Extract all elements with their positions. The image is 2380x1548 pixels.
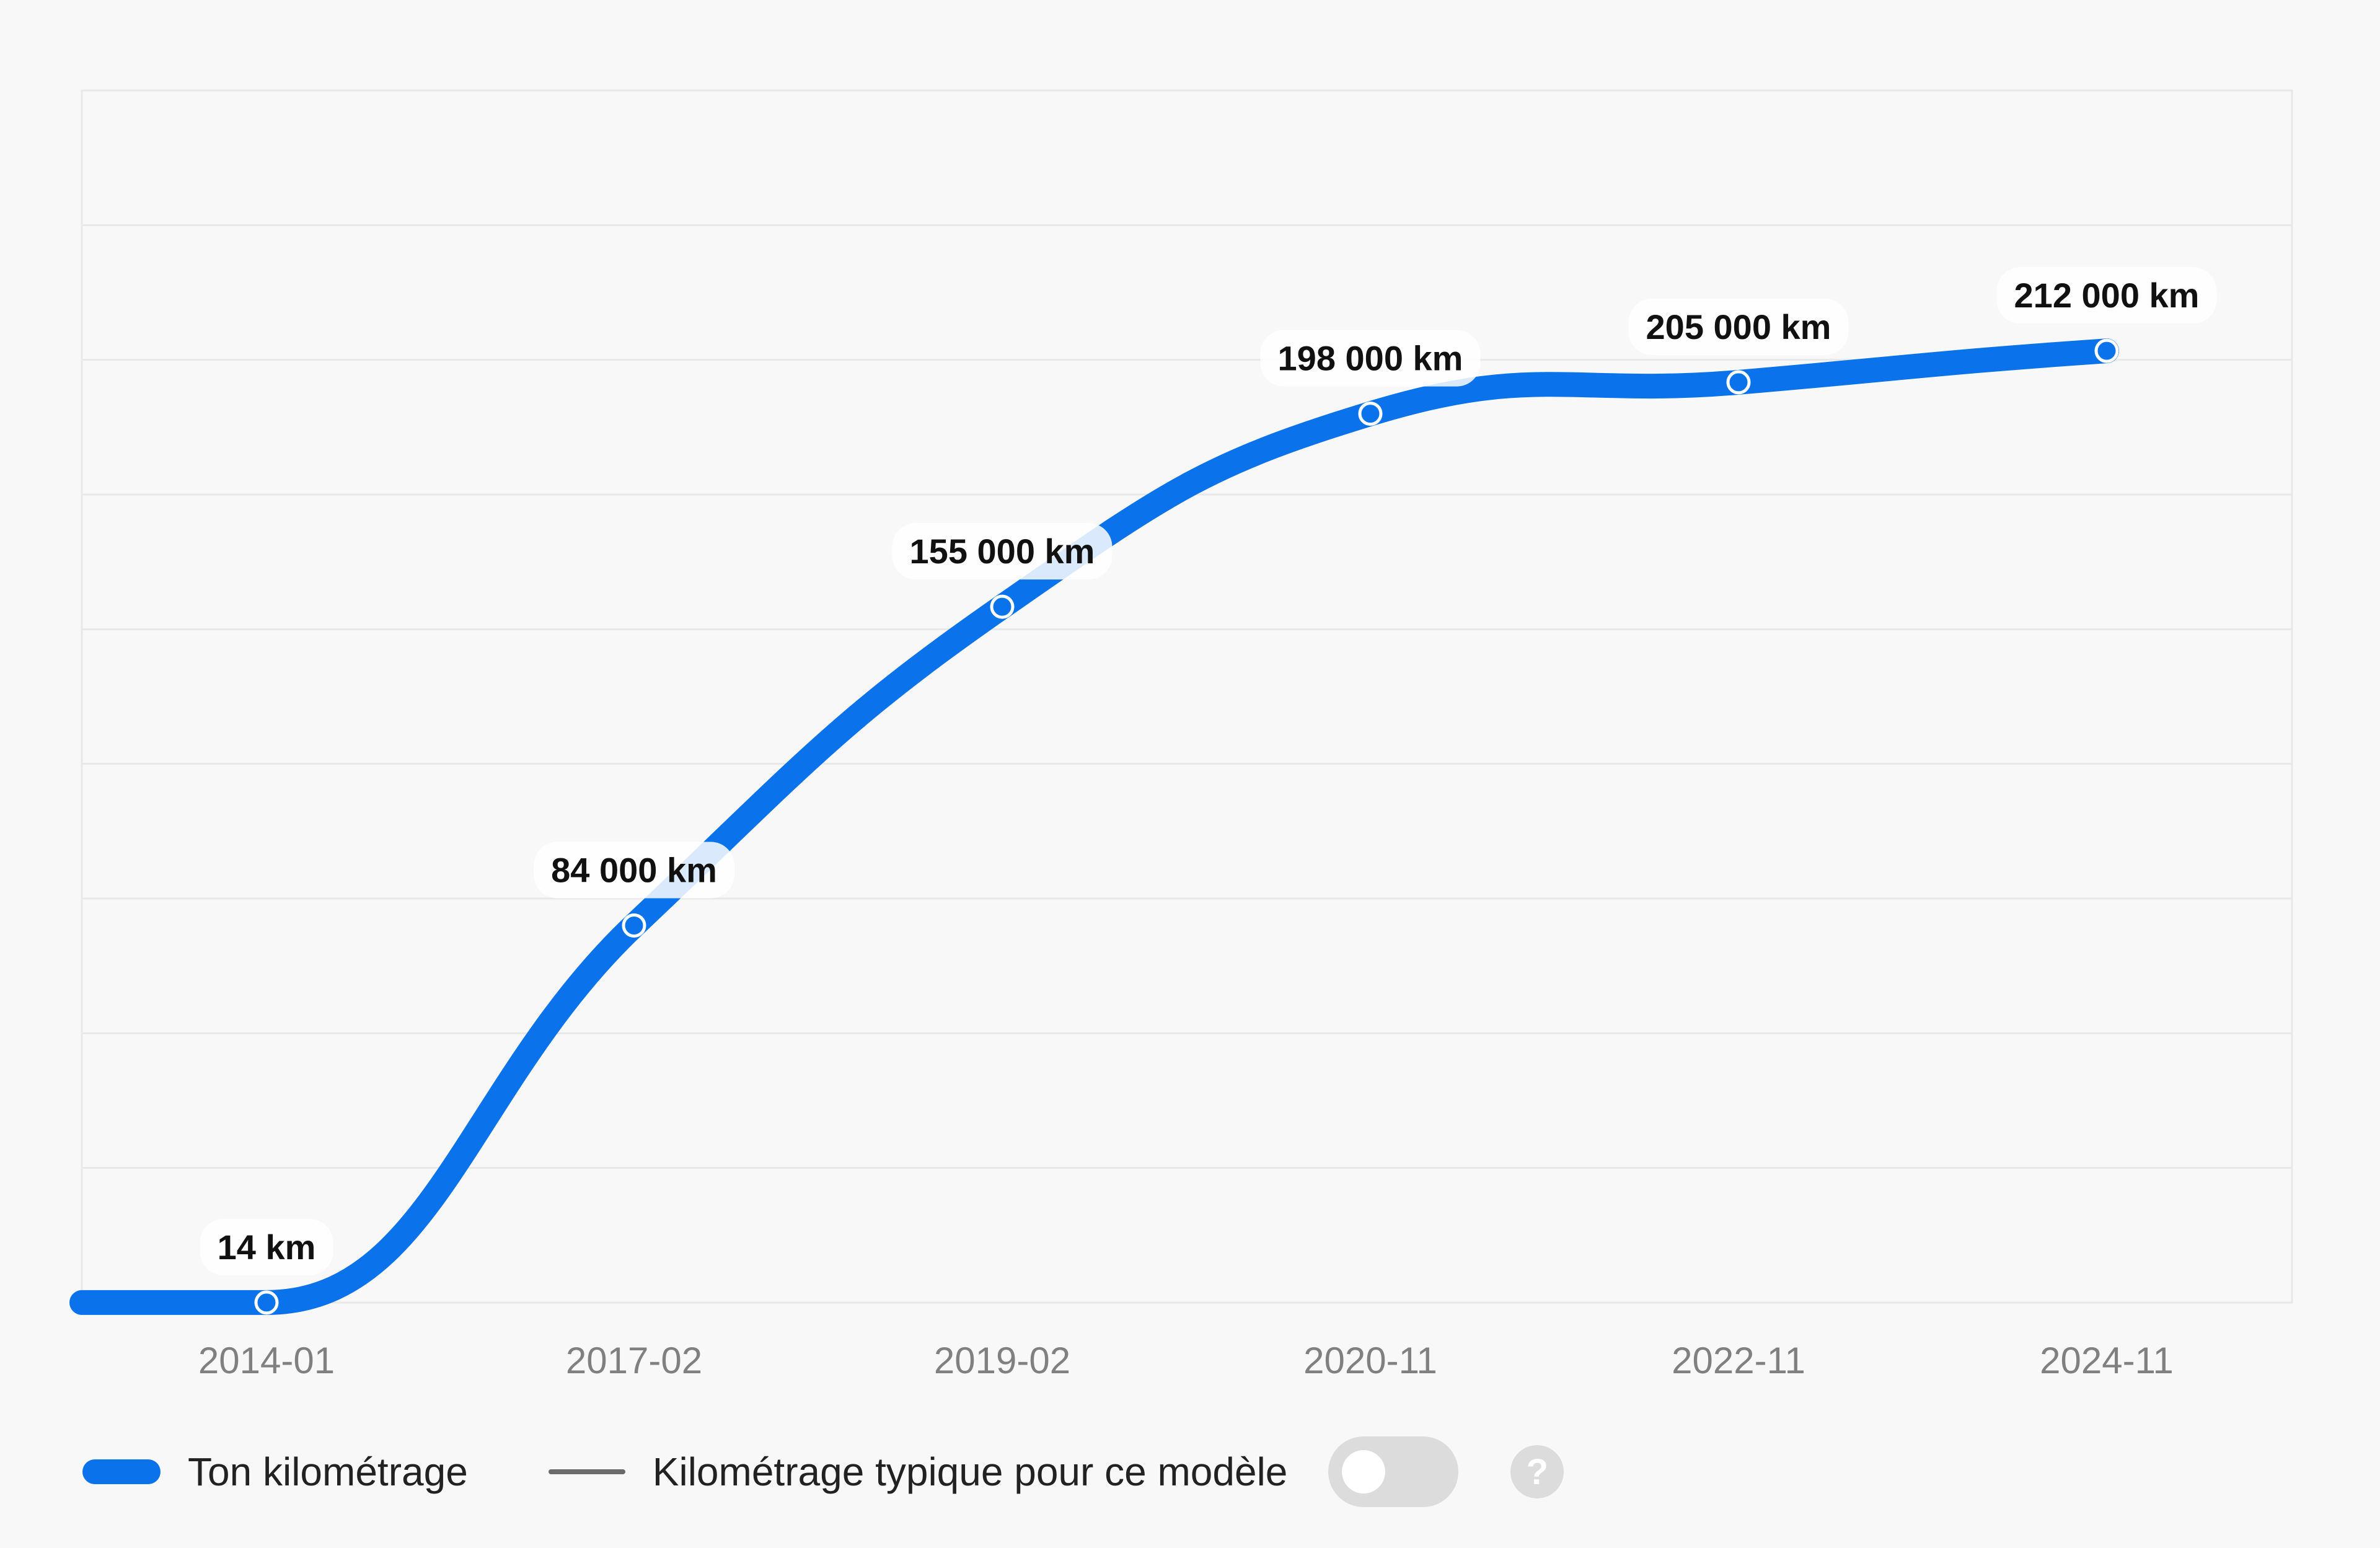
series-line-layer bbox=[69, 338, 2119, 1315]
legend-swatch-your-mileage bbox=[82, 1459, 161, 1484]
legend-label-typical-mileage: Kilométrage typique pour ce modèle bbox=[652, 1449, 1288, 1494]
series-line-your-mileage bbox=[69, 338, 2119, 1315]
legend-label-your-mileage: Ton kilométrage bbox=[188, 1449, 468, 1494]
data-point[interactable] bbox=[1358, 402, 1383, 426]
data-label-group: 212 000 km bbox=[1996, 267, 2217, 324]
data-label-group: 205 000 km bbox=[1628, 298, 1849, 355]
data-label: 198 000 km bbox=[1278, 339, 1463, 378]
data-labels-layer: 14 km 84 000 km 155 000 km 198 000 km 205 00… bbox=[200, 267, 2217, 1275]
data-point[interactable] bbox=[2094, 338, 2119, 363]
data-label: 205 000 km bbox=[1646, 307, 1831, 346]
data-point[interactable] bbox=[622, 913, 646, 938]
toggle-knob bbox=[1342, 1450, 1386, 1493]
legend-item-typical-mileage[interactable]: Kilométrage typique pour ce modèle bbox=[468, 1449, 1288, 1495]
data-label: 155 000 km bbox=[910, 532, 1095, 571]
data-label: 212 000 km bbox=[2014, 276, 2200, 315]
x-tick-label: 2022-11 bbox=[1672, 1340, 1805, 1381]
data-points-layer bbox=[254, 338, 2119, 1315]
legend-swatch-typical-mileage bbox=[548, 1469, 625, 1474]
x-tick-label: 2020-11 bbox=[1303, 1340, 1437, 1381]
data-point[interactable] bbox=[990, 594, 1015, 619]
data-label-background bbox=[200, 1218, 333, 1275]
x-tick-label: 2019-02 bbox=[934, 1340, 1070, 1381]
plot-frame bbox=[81, 89, 2293, 1304]
typical-mileage-toggle[interactable] bbox=[1328, 1436, 1459, 1507]
help-symbol: ? bbox=[1526, 1451, 1549, 1492]
data-label-background bbox=[892, 523, 1113, 580]
data-label: 14 km bbox=[218, 1228, 316, 1267]
x-axis-ticks: 2014-01 2017-02 2019-02 2020-11 2022-11 2024-… bbox=[198, 1340, 2174, 1381]
data-label: 84 000 km bbox=[551, 850, 717, 889]
data-label-background bbox=[1628, 298, 1849, 355]
data-label-background bbox=[1260, 330, 1481, 387]
x-tick-label: 2017-02 bbox=[566, 1340, 702, 1381]
question-mark-circle-icon[interactable]: ? bbox=[1510, 1445, 1564, 1498]
mileage-chart: 14 km 84 000 km 155 000 km 198 000 km 205 00… bbox=[69, 89, 2293, 1381]
data-label-group: 14 km bbox=[200, 1218, 333, 1275]
x-tick-label: 2014-01 bbox=[198, 1340, 335, 1381]
grid-lines bbox=[81, 89, 2293, 1304]
x-tick-label: 2024-11 bbox=[2040, 1340, 2174, 1381]
data-label-group: 198 000 km bbox=[1260, 330, 1481, 387]
legend-item-your-mileage: Ton kilométrage bbox=[82, 1449, 468, 1495]
data-point[interactable] bbox=[254, 1290, 279, 1315]
data-label-group: 84 000 km bbox=[534, 842, 734, 899]
data-label-background bbox=[1996, 267, 2217, 324]
data-label-group: 155 000 km bbox=[892, 523, 1113, 580]
data-label-background bbox=[534, 842, 734, 899]
data-point[interactable] bbox=[1726, 370, 1751, 395]
legend: Ton kilométrage Kilométrage typique pour… bbox=[82, 1436, 1564, 1507]
